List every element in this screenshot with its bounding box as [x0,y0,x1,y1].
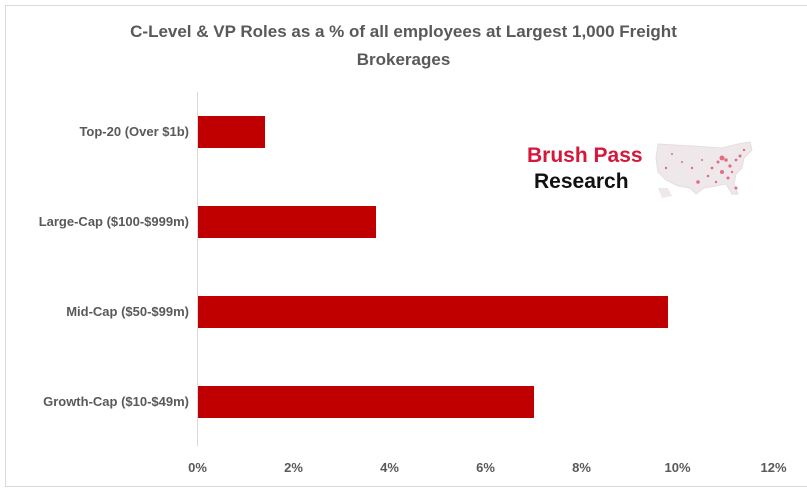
x-tick-label: 8% [572,460,591,475]
x-tick-label: 12% [760,460,787,475]
chart-title: C-Level & VP Roles as a % of all employe… [0,18,807,74]
logo-text-research: Research [534,170,629,193]
chart-title-line2: Brokerages [356,50,451,69]
category-label: Growth-Cap ($10-$49m) [43,394,189,409]
bar [198,116,266,148]
bar [198,296,669,328]
bar [198,206,376,238]
x-tick-label: 2% [284,460,303,475]
chart-title-line1: C-Level & VP Roles as a % of all employe… [130,22,677,41]
bar [198,386,534,418]
brush-pass-logo: Brush Pass Research [527,143,643,195]
y-axis-line [197,92,198,446]
chart-frame [5,5,807,487]
x-tick-label: 6% [476,460,495,475]
x-tick-label: 10% [664,460,691,475]
x-tick-label: 4% [380,460,399,475]
category-label: Mid-Cap ($50-$99m) [66,304,189,319]
x-tick-label: 0% [188,460,207,475]
category-label: Top-20 (Over $1b) [79,124,189,139]
us-map-icon [655,141,753,198]
category-label: Large-Cap ($100-$999m) [38,214,189,229]
logo-text-brush-pass: Brush Pass [527,144,643,167]
